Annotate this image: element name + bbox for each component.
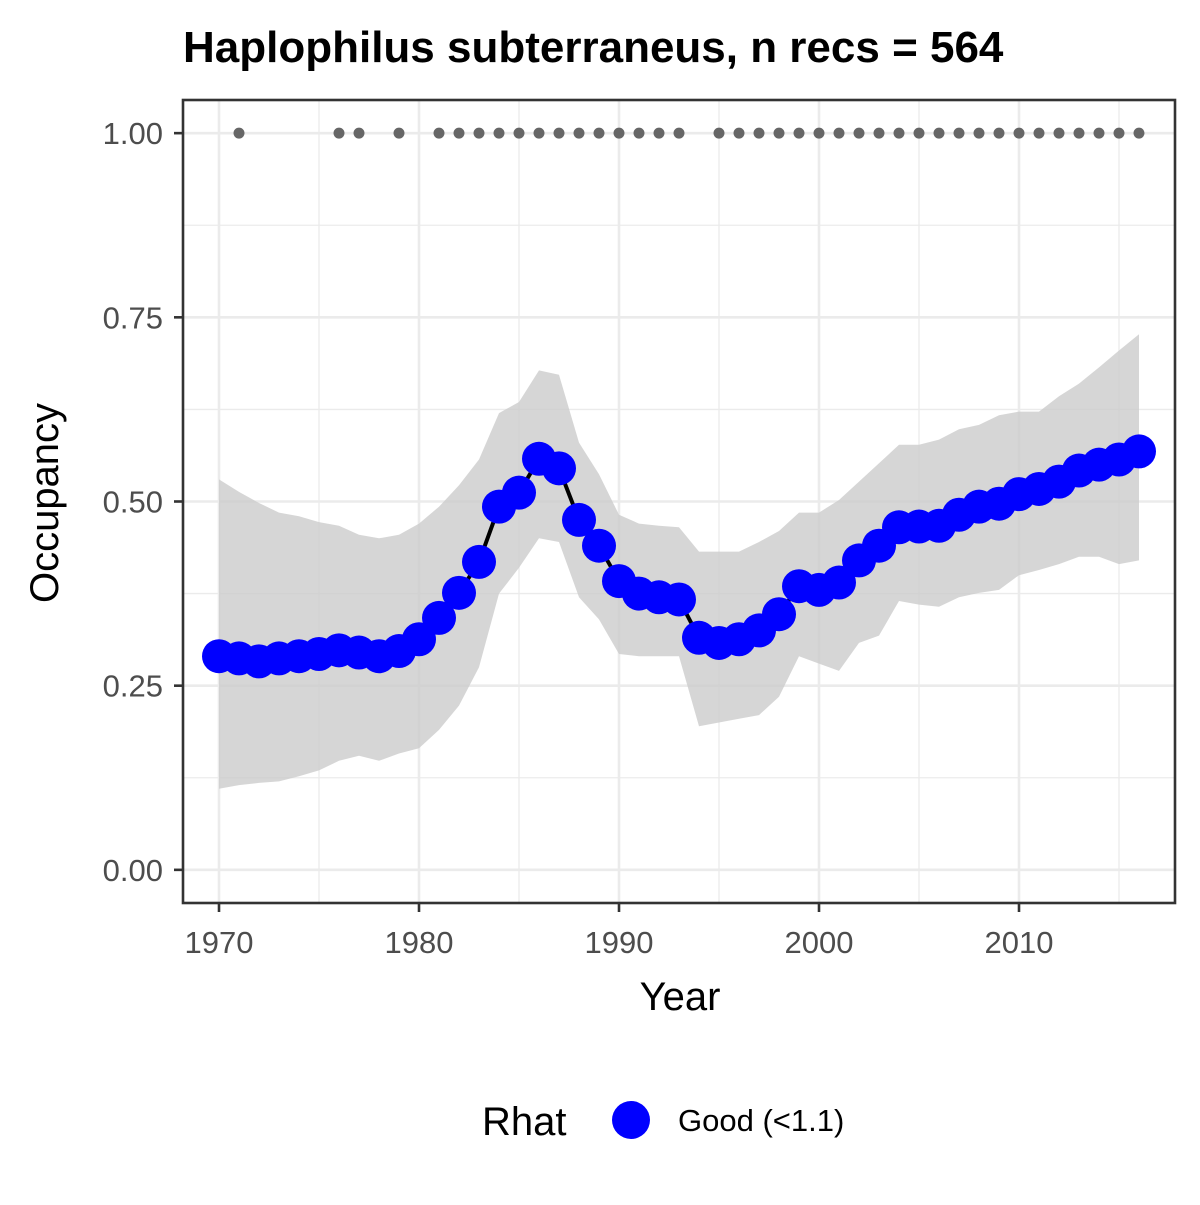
record-year-dot <box>753 127 765 139</box>
legend-title: Rhat <box>482 1100 567 1144</box>
records-layer <box>233 127 1145 139</box>
occupancy-point <box>662 582 696 617</box>
record-year-dot <box>813 127 825 139</box>
x-tick-label: 2010 <box>985 925 1054 960</box>
occupancy-point <box>462 544 496 579</box>
x-tick-label: 2000 <box>785 925 854 960</box>
x-tick-label: 1980 <box>385 925 454 960</box>
occupancy-point <box>562 502 596 537</box>
record-year-dot <box>673 127 685 139</box>
x-axis-label: Year <box>640 975 721 1019</box>
occupancy-point <box>442 575 476 610</box>
legend: Rhat Good (<1.1) <box>482 1100 844 1144</box>
chart-title: Haplophilus subterraneus, n recs = 564 <box>183 23 1004 72</box>
y-tick-label: 0.50 <box>103 485 163 520</box>
record-year-dot <box>973 127 985 139</box>
legend-key-good <box>612 1101 650 1139</box>
record-year-dot <box>533 127 545 139</box>
record-year-dot <box>453 127 465 139</box>
occupancy-point <box>422 600 456 635</box>
record-year-dot <box>513 127 525 139</box>
occupancy-point <box>502 475 536 510</box>
occupancy-point <box>402 622 436 657</box>
ticks-layer: 0.00 0.25 0.50 0.75 1.00 1970 1980 1990 2000 2010 <box>103 116 1054 960</box>
record-year-dot <box>853 127 865 139</box>
record-year-dot <box>933 127 945 139</box>
record-year-dot <box>913 127 925 139</box>
legend-label-good: Good (<1.1) <box>678 1103 844 1138</box>
x-tick-label: 1970 <box>185 925 254 960</box>
record-year-dot <box>733 127 745 139</box>
record-year-dot <box>1093 127 1105 139</box>
record-year-dot <box>1133 127 1145 139</box>
x-tick-label: 1990 <box>585 925 654 960</box>
y-tick-label: 0.75 <box>103 300 163 335</box>
record-year-dot <box>653 127 665 139</box>
record-year-dot <box>1013 127 1025 139</box>
occupancy-point <box>542 451 576 486</box>
points-layer <box>202 434 1156 679</box>
record-year-dot <box>713 127 725 139</box>
record-year-dot <box>873 127 885 139</box>
record-year-dot <box>333 127 345 139</box>
record-year-dot <box>953 127 965 139</box>
occupancy-point <box>762 597 796 632</box>
record-year-dot <box>793 127 805 139</box>
occupancy-point <box>582 528 616 563</box>
record-year-dot <box>833 127 845 139</box>
record-year-dot <box>1073 127 1085 139</box>
record-year-dot <box>1113 127 1125 139</box>
y-tick-label: 0.00 <box>103 853 163 888</box>
record-year-dot <box>393 127 405 139</box>
record-year-dot <box>433 127 445 139</box>
occupancy-point <box>1122 434 1156 469</box>
record-year-dot <box>633 127 645 139</box>
y-tick-label: 0.25 <box>103 669 163 704</box>
record-year-dot <box>573 127 585 139</box>
record-year-dot <box>773 127 785 139</box>
credible-interval-ribbon <box>219 334 1139 789</box>
record-year-dot <box>233 127 245 139</box>
record-year-dot <box>553 127 565 139</box>
record-year-dot <box>493 127 505 139</box>
record-year-dot <box>993 127 1005 139</box>
y-tick-label: 1.00 <box>103 116 163 151</box>
record-year-dot <box>1053 127 1065 139</box>
record-year-dot <box>1033 127 1045 139</box>
record-year-dot <box>893 127 905 139</box>
ribbon-layer <box>219 334 1139 789</box>
record-year-dot <box>593 127 605 139</box>
occupancy-point <box>822 565 856 600</box>
record-year-dot <box>353 127 365 139</box>
record-year-dot <box>613 127 625 139</box>
record-year-dot <box>473 127 485 139</box>
y-axis-label: Occupancy <box>23 403 67 603</box>
